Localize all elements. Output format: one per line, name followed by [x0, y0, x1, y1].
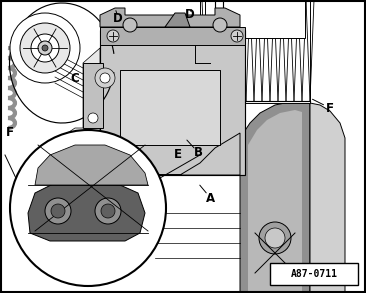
- Polygon shape: [100, 8, 240, 27]
- Text: F: F: [326, 101, 334, 115]
- Circle shape: [38, 41, 52, 55]
- Circle shape: [42, 45, 48, 51]
- Bar: [100, 27, 245, 45]
- Bar: [205, 0, 305, 38]
- Polygon shape: [35, 145, 148, 185]
- Circle shape: [20, 23, 70, 73]
- Circle shape: [10, 130, 166, 286]
- Polygon shape: [248, 110, 302, 293]
- Circle shape: [51, 204, 65, 218]
- Text: D: D: [185, 8, 195, 21]
- Circle shape: [100, 73, 110, 83]
- Bar: [83, 63, 103, 128]
- Text: E: E: [174, 149, 182, 161]
- Circle shape: [213, 18, 227, 32]
- Bar: [200, 0, 310, 103]
- Bar: [120, 70, 220, 145]
- Circle shape: [265, 228, 285, 248]
- Bar: [100, 30, 245, 175]
- Polygon shape: [310, 103, 345, 293]
- Circle shape: [101, 204, 115, 218]
- Text: F: F: [6, 127, 14, 139]
- Text: A: A: [205, 192, 214, 205]
- Circle shape: [107, 30, 119, 42]
- Circle shape: [88, 113, 98, 123]
- Circle shape: [31, 34, 59, 62]
- Circle shape: [123, 18, 137, 32]
- Circle shape: [231, 30, 243, 42]
- Circle shape: [95, 198, 121, 224]
- Bar: [270, 263, 358, 285]
- Polygon shape: [28, 183, 145, 241]
- Circle shape: [10, 13, 80, 83]
- Polygon shape: [100, 133, 240, 175]
- Circle shape: [45, 198, 71, 224]
- Polygon shape: [165, 13, 190, 27]
- Circle shape: [259, 222, 291, 254]
- Circle shape: [95, 68, 115, 88]
- Text: C: C: [71, 71, 79, 84]
- Bar: [195, 23, 210, 63]
- Polygon shape: [0, 0, 110, 173]
- Text: A87-0711: A87-0711: [291, 269, 337, 279]
- Text: D: D: [113, 11, 123, 25]
- Polygon shape: [240, 101, 310, 293]
- Polygon shape: [60, 48, 100, 173]
- Text: B: B: [194, 146, 202, 159]
